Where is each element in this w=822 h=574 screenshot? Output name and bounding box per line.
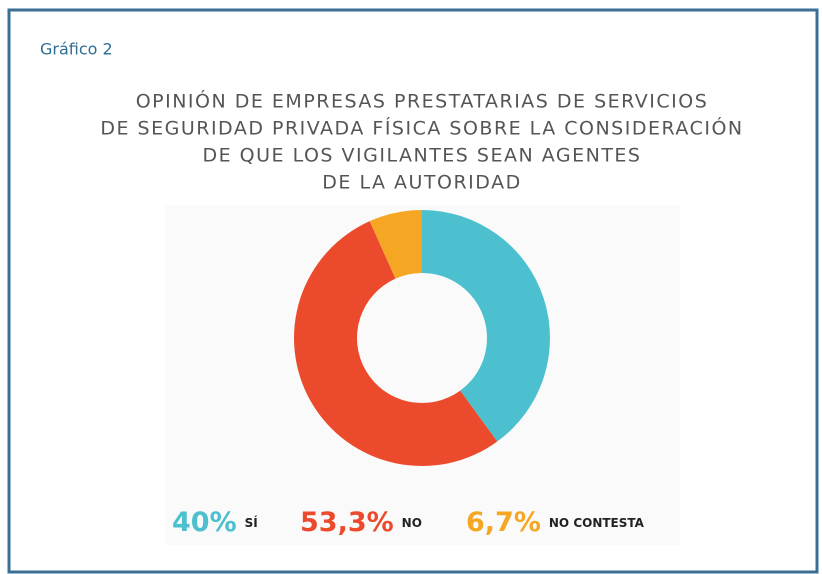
legend-label: NO CONTESTA <box>549 516 645 530</box>
legend-label: NO <box>402 516 422 530</box>
legend-entry: 40% SÍ <box>172 507 258 538</box>
legend-entry: 6,7% NO CONTESTA <box>466 507 645 538</box>
donut-segment <box>422 210 550 442</box>
legend-value: 40% <box>172 507 237 538</box>
legend-label: SÍ <box>245 515 259 530</box>
donut-segment <box>293 221 498 467</box>
donut-segment <box>369 210 422 279</box>
legend-value: 6,7% <box>466 507 541 538</box>
legend-value: 53,3% <box>300 507 394 538</box>
legend-entry: 53,3% NO <box>300 507 422 538</box>
frame <box>7 8 819 574</box>
chart-title: DE SEGURIDAD PRIVADA FÍSICA SOBRE LA CON… <box>100 116 743 140</box>
caption: Gráfico 2 <box>40 40 113 59</box>
chart-title: DE QUE LOS VIGILANTES SEAN AGENTES <box>202 145 641 167</box>
chart-title: DE LA AUTORIDAD <box>322 172 521 194</box>
chart-title: OPINIÓN DE EMPRESAS PRESTATARIAS DE SERV… <box>136 89 709 113</box>
